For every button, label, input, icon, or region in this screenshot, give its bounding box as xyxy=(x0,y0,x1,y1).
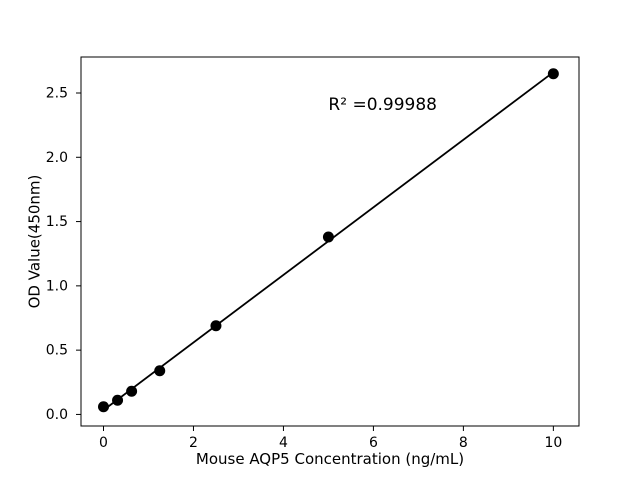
data-point xyxy=(126,385,138,397)
x-tick-label: 4 xyxy=(279,435,288,451)
y-tick-label: 2.5 xyxy=(46,85,68,101)
plot-spines xyxy=(80,56,580,427)
data-point xyxy=(547,68,559,80)
y-tick-label: 1.5 xyxy=(46,214,68,230)
data-point xyxy=(154,365,166,377)
data-point xyxy=(322,231,334,243)
x-tick-label: 8 xyxy=(459,435,468,451)
x-tick-label: 2 xyxy=(189,435,198,451)
x-tick-label: 0 xyxy=(99,435,108,451)
y-tick-label: 2.0 xyxy=(46,150,68,166)
x-axis-label: Mouse AQP5 Concentration (ng/mL) xyxy=(195,450,465,468)
y-tick-label: 1.0 xyxy=(46,278,68,294)
y-axis-label: OD Value(450nm) xyxy=(25,174,44,309)
data-point xyxy=(112,394,124,406)
y-tick-label: 0.0 xyxy=(46,407,68,423)
x-tick-label: 10 xyxy=(544,435,562,451)
r-squared-annotation: R² =0.99988 xyxy=(328,94,437,115)
y-tick-label: 0.5 xyxy=(46,343,68,359)
x-tick-label: 6 xyxy=(369,435,378,451)
data-point xyxy=(97,401,109,413)
data-point xyxy=(210,320,222,332)
